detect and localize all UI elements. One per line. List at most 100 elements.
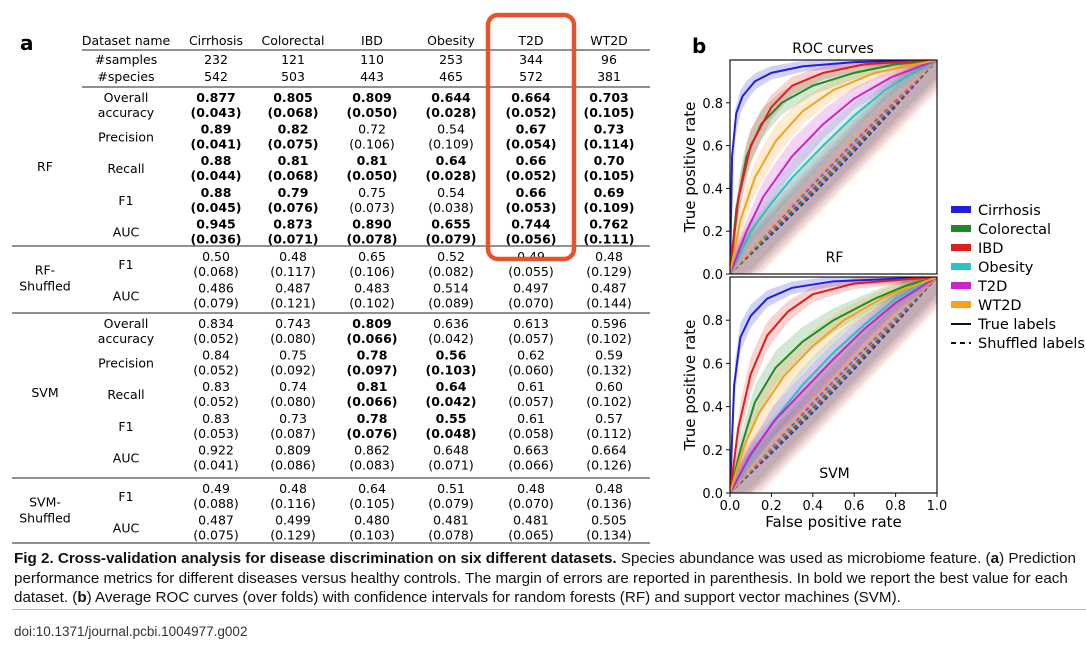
legend-swatch <box>951 263 971 270</box>
shuffled-line-obesity <box>730 60 937 274</box>
metric-error: (0.079) <box>428 496 474 511</box>
metric-value: 0.49 <box>517 249 545 264</box>
metric-error: (0.079) <box>193 296 239 311</box>
metric-error: (0.105) <box>584 168 635 183</box>
metric-error: (0.068) <box>268 105 319 120</box>
metric-error: (0.038) <box>428 200 474 215</box>
shuffled-line-t2d <box>730 60 937 274</box>
metric-value: 0.79 <box>278 185 309 200</box>
shuffled-line-ibd <box>730 60 937 274</box>
metric-value: 0.499 <box>275 513 311 528</box>
metric-error: (0.043) <box>191 105 242 120</box>
roc-line-ibd <box>730 60 937 274</box>
metric-error: (0.078) <box>428 528 474 543</box>
metric-error: (0.071) <box>428 457 474 472</box>
metric-value: 0.48 <box>595 249 623 264</box>
metric-error: (0.058) <box>508 426 554 441</box>
roc-line-cirrhosis <box>730 277 937 493</box>
metric-value: 0.55 <box>436 411 467 426</box>
metric-value: 0.762 <box>589 216 629 231</box>
metric-value: 0.84 <box>202 348 230 363</box>
metric-value: 0.664 <box>591 442 627 457</box>
metric-value: 0.66 <box>516 153 547 168</box>
group-label: RF- <box>35 263 55 278</box>
metric-label: Overall <box>104 316 149 331</box>
group-label: Shuffled <box>19 279 71 294</box>
plot-frame <box>729 276 938 494</box>
y-tick-label: 0.4 <box>702 182 723 197</box>
metric-value: 0.486 <box>198 281 234 296</box>
confidence-band-cirrhosis <box>730 60 937 274</box>
legend-swatch <box>951 282 971 289</box>
metric-label: accuracy <box>98 105 155 120</box>
metric-error: (0.076) <box>347 426 398 441</box>
roc-title: ROC curves <box>792 41 874 57</box>
metric-error: (0.045) <box>191 200 242 215</box>
roc-line-cirrhosis <box>730 60 937 274</box>
metric-error: (0.042) <box>426 394 477 409</box>
metric-value: 0.78 <box>357 411 388 426</box>
legend-label: WT2D <box>978 298 1022 314</box>
x-tick-label: 0.2 <box>761 499 782 514</box>
shuffled-line-colorectal <box>730 277 937 493</box>
metric-error: (0.106) <box>349 264 395 279</box>
metric-error: (0.080) <box>270 394 316 409</box>
legend-label: T2D <box>977 279 1007 295</box>
metric-error: (0.050) <box>347 105 398 120</box>
metric-error: (0.028) <box>426 105 477 120</box>
metric-value: 0.48 <box>279 481 307 496</box>
info-cell: 232 <box>204 52 228 67</box>
dataset-header-t2d: T2D <box>517 33 543 48</box>
metric-error: (0.066) <box>508 457 554 472</box>
metric-error: (0.102) <box>586 331 632 346</box>
metric-error: (0.132) <box>586 363 632 378</box>
metric-value: 0.73 <box>594 122 625 137</box>
roc-line-t2d <box>730 60 937 274</box>
metric-error: (0.070) <box>508 296 554 311</box>
shuffled-line-ibd <box>730 277 937 493</box>
metric-error: (0.066) <box>347 394 398 409</box>
info-cell: 121 <box>281 52 305 67</box>
metric-value: 0.82 <box>278 122 309 137</box>
panel-b-label: b <box>692 34 706 58</box>
confidence-band-t2d <box>730 60 937 274</box>
metric-label: AUC <box>113 450 140 465</box>
y-tick-label: 0.0 <box>702 487 723 502</box>
metric-value: 0.60 <box>595 379 623 394</box>
caption-text-1: Species abundance was used as microbiome… <box>616 550 991 567</box>
metric-error: (0.068) <box>193 264 239 279</box>
roc-line-wt2d <box>730 60 937 274</box>
metric-error: (0.129) <box>586 264 632 279</box>
legend-item-wt2d: WT2D <box>951 298 1022 314</box>
legend-swatch <box>951 206 971 213</box>
roc-line-wt2d <box>730 277 937 493</box>
figure-caption: Fig 2. Cross-validation analysis for dis… <box>14 549 1076 608</box>
metric-value: 0.75 <box>279 348 307 363</box>
metric-value: 0.743 <box>275 316 311 331</box>
dataset-header-wt2d: WT2D <box>590 33 628 48</box>
y-tick-label: 0.6 <box>702 140 723 155</box>
roc-line-colorectal <box>730 277 937 493</box>
metric-label: F1 <box>118 257 133 272</box>
metric-value: 0.744 <box>511 216 551 231</box>
metric-value: 0.56 <box>436 348 467 363</box>
shuffled-line-cirrhosis <box>730 60 937 274</box>
metric-value: 0.52 <box>437 249 465 264</box>
x-tick-label: 0.8 <box>885 499 906 514</box>
metric-error: (0.065) <box>508 528 554 543</box>
doi-link[interactable]: doi:10.1371/journal.pcbi.1004977.g002 <box>14 624 248 639</box>
metric-error: (0.052) <box>193 363 239 378</box>
shuffled-line-wt2d <box>730 277 937 493</box>
metric-error: (0.053) <box>506 200 557 215</box>
metric-value: 0.596 <box>591 316 627 331</box>
metric-error: (0.134) <box>586 528 632 543</box>
y-tick-label: 0.4 <box>702 401 723 416</box>
metric-label: AUC <box>113 224 140 239</box>
shuffled-band <box>730 60 937 274</box>
metric-error: (0.052) <box>193 331 239 346</box>
shuffled-line-wt2d <box>730 60 937 274</box>
metric-value: 0.75 <box>358 185 386 200</box>
metric-value: 0.922 <box>198 442 234 457</box>
